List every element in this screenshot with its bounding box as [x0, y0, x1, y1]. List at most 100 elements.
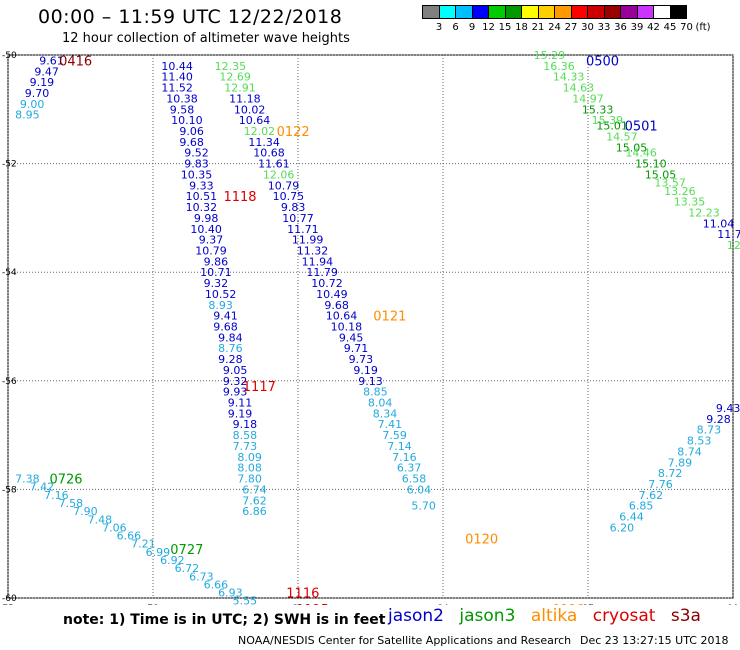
wave-height-value: 9.32 [204, 277, 229, 290]
wave-height-value: 10.10 [171, 114, 203, 127]
wave-height-value: 6.73 [189, 570, 214, 583]
wave-height-value: 8.53 [687, 435, 712, 448]
wave-height-value: 7.48 [88, 513, 113, 526]
legend-altika: altika [530, 606, 578, 626]
wave-height-value: 12.80 [727, 239, 740, 252]
wave-height-value: 8.73 [697, 424, 722, 437]
track-time-label: 1116 [286, 587, 319, 602]
wave-height-value: 6.37 [397, 462, 422, 475]
wave-height-value: 6.86 [242, 505, 267, 518]
wave-height-value: 7.59 [382, 429, 407, 442]
wave-height-value: 7.62 [242, 494, 267, 507]
wave-height-value: 8.58 [233, 429, 258, 442]
color-scale-bar [422, 5, 687, 19]
wave-height-value: 7.73 [233, 440, 258, 453]
wave-height-value: 9.73 [349, 353, 374, 366]
wave-height-value: 6.92 [160, 554, 185, 567]
y-tick-label: -58 [2, 485, 17, 495]
wave-height-value: 9.43 [716, 402, 740, 415]
map-frame [7, 54, 734, 599]
wave-height-value: 7.62 [639, 489, 664, 502]
wave-height-value: 14.57 [606, 130, 638, 143]
wave-height-value: 9.19 [30, 76, 55, 89]
x-tick-label: 78 [147, 604, 159, 605]
wave-height-value: 7.16 [44, 489, 69, 502]
wave-height-value: 9.70 [25, 87, 50, 100]
wave-height-value: 9.28 [218, 353, 243, 366]
wave-height-value: 8.04 [368, 397, 393, 410]
wave-height-value: 6.58 [402, 473, 427, 486]
wave-height-value: 10.51 [186, 190, 218, 203]
wave-height-value: 12.69 [219, 71, 251, 84]
color-tick-label: 9 [468, 22, 476, 33]
wave-height-value: 12.06 [263, 168, 295, 181]
color-tick-label: 42 [647, 22, 660, 33]
wave-height-value: 7.80 [237, 473, 262, 486]
map-grid [7, 54, 734, 599]
wave-height-value: 15.05 [645, 168, 677, 181]
wave-height-value: 9.84 [218, 331, 243, 344]
wave-height-value: 10.72 [311, 277, 343, 290]
wave-height-value: 9.52 [184, 147, 209, 160]
wave-height-value: 10.79 [268, 179, 300, 192]
color-tick-label: 12 [482, 22, 495, 33]
track-time-label: 1117 [243, 380, 276, 395]
wave-height-value: 14.63 [563, 82, 595, 95]
wave-height-value: 11.71 [717, 228, 740, 241]
wave-height-value: 8.85 [363, 386, 388, 399]
wave-height-value: 7.41 [378, 418, 403, 431]
wave-height-value: 5.70 [411, 500, 436, 513]
map-title: 00:00 – 11:59 UTC 12/22/2018 [38, 6, 343, 28]
generated-timestamp: Dec 23 13:27:15 UTC 2018 [580, 634, 729, 647]
wave-height-value: 15.01 [596, 120, 628, 133]
color-tick-label: (ft) [695, 22, 711, 33]
footer-note: note: 1) Time is in UTC; 2) SWH is in fe… [63, 612, 386, 628]
color-tick-label: 21 [531, 22, 545, 33]
wave-height-value: 8.76 [218, 342, 243, 355]
color-scale-ticks: 3 6 9 12 15 18 21 24 27 30 33 36 39 42 45 70 (ft) [422, 22, 740, 36]
wave-height-value: 9.18 [233, 418, 258, 431]
color-tick-label: 18 [515, 22, 528, 33]
x-tick-label: 87 [582, 604, 593, 605]
wave-height-value: 9.68 [213, 321, 238, 334]
wave-height-value: 14.97 [572, 92, 604, 105]
x-tick-label: 84 [437, 604, 449, 605]
color-tick-label: 6 [452, 22, 459, 33]
wave-height-value: 8.93 [208, 299, 233, 312]
track-time-label: 0726 [49, 473, 82, 488]
wave-height-value: 10.18 [331, 321, 363, 334]
wave-height-value: 6.93 [218, 587, 243, 600]
track-time-label: 0121 [373, 310, 406, 325]
color-tick-label: 45 [663, 22, 677, 33]
wave-height-value: 16.36 [543, 60, 575, 73]
wave-height-value: 9.86 [204, 255, 229, 268]
wave-height-value: 10.75 [273, 190, 305, 203]
wave-height-value: 11.79 [306, 266, 338, 279]
wave-height-value: 11.04 [703, 217, 735, 230]
track-labels: 0416 0500 0501 0122 1118 0121 1117 0726 0727 0120… [49, 54, 657, 605]
wave-height-value: 7.89 [668, 456, 693, 469]
wave-height-value: 10.02 [234, 103, 266, 116]
color-tick-label: 36 [614, 22, 627, 33]
wave-height-map: 757881848790-50-52-54-56-58-60 9.619.479… [2, 49, 740, 605]
wave-height-value: 9.19 [353, 364, 378, 377]
wave-height-value: 15.29 [534, 49, 566, 62]
wave-height-value: 9.45 [339, 331, 364, 344]
wave-height-value: 10.68 [253, 147, 285, 160]
color-tick-label: 3 [435, 22, 443, 33]
wave-height-value: 9.83 [184, 158, 209, 171]
wave-height-value: 6.20 [610, 521, 635, 534]
track-time-label: 0119 [552, 603, 585, 605]
color-tick-label: 15 [498, 22, 512, 33]
wave-height-value: 10.35 [181, 168, 213, 181]
wave-height-value: 9.61 [39, 54, 64, 67]
legend-jason3: jason3 [459, 606, 516, 626]
wave-height-value: 9.93 [223, 386, 248, 399]
y-tick-label: -52 [2, 160, 17, 170]
x-tick-label: 81 [292, 604, 303, 605]
wave-height-value: 11.61 [258, 158, 290, 171]
wave-height-value: 10.32 [186, 201, 218, 214]
wave-height-value: 11.52 [161, 82, 193, 95]
wave-height-value: 11.71 [287, 223, 319, 236]
wave-height-value: 10.40 [190, 223, 222, 236]
